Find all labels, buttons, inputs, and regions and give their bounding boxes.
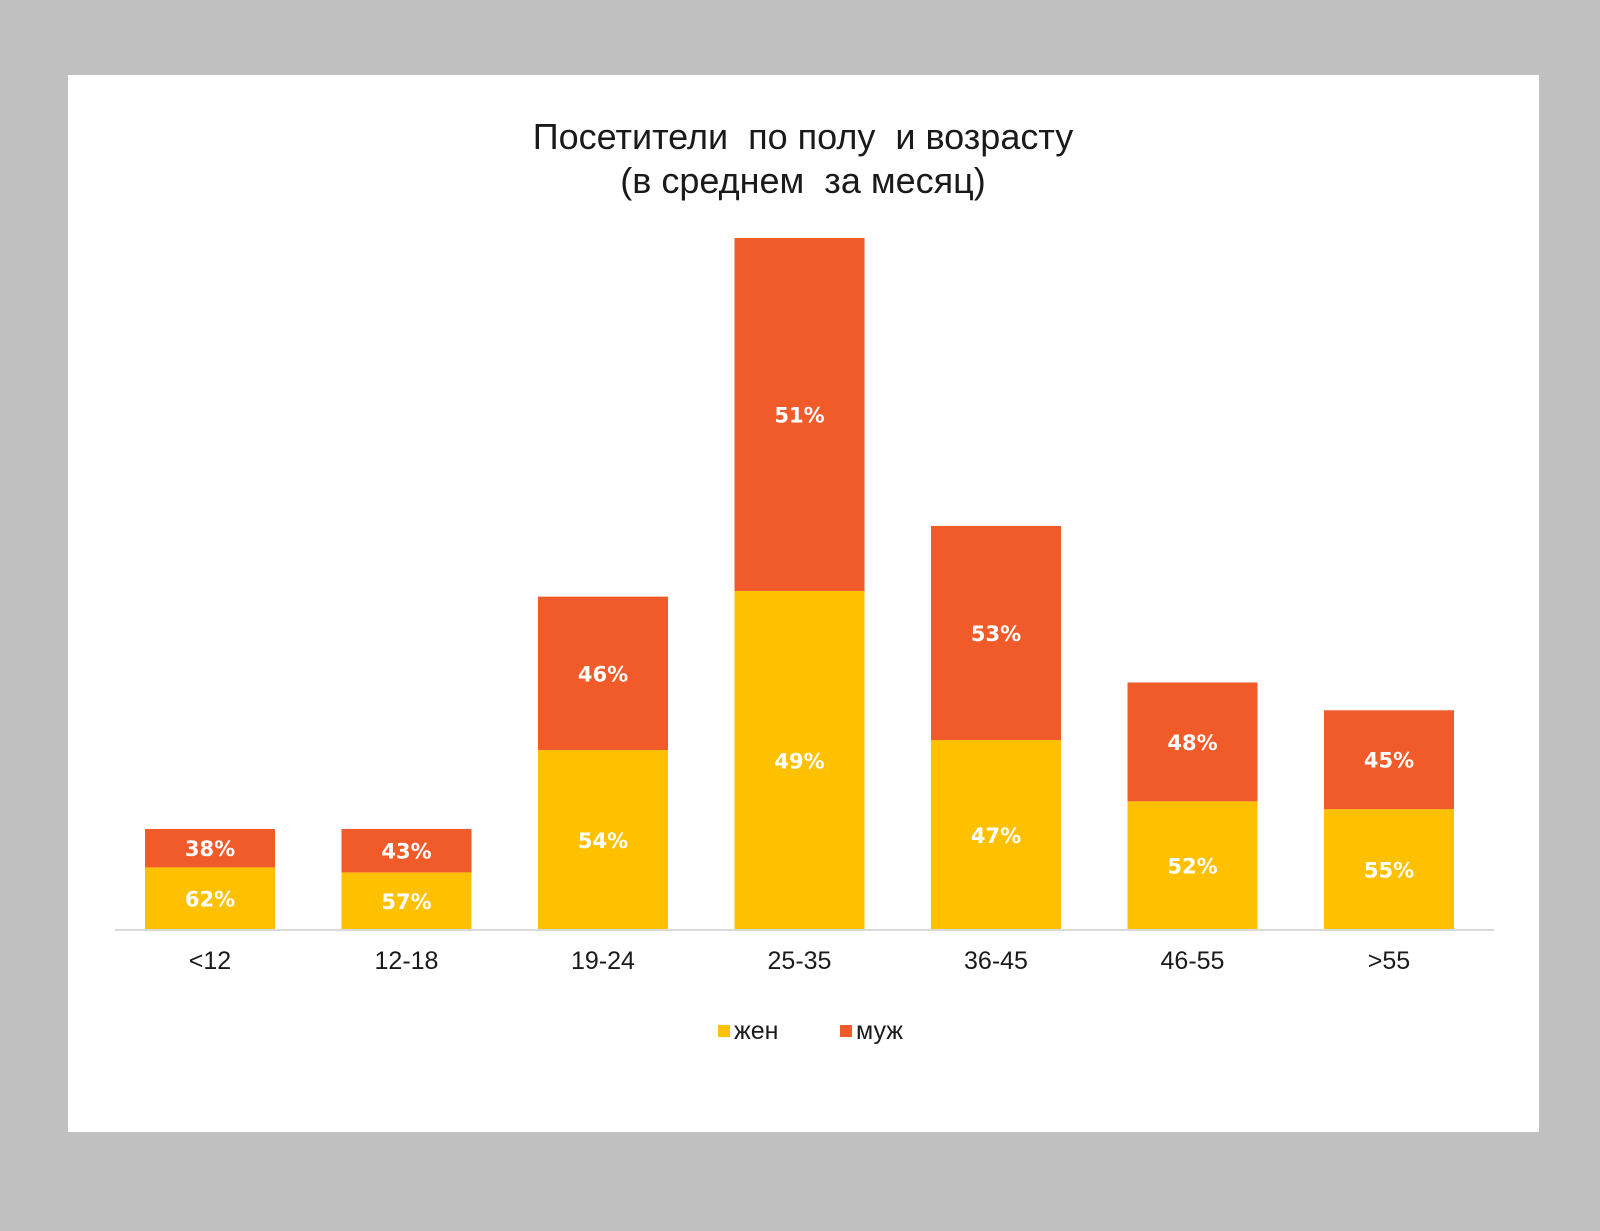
data-label-female-6: 55% (1364, 859, 1414, 883)
bar-female-2 (538, 749, 668, 930)
bars-group: 62% 38% 57% 43% 54% 46% 49% 51% 47% 53% 52% 48% 55% 4… (145, 238, 1454, 930)
bar-male-2 (538, 596, 668, 750)
bar-female-3 (734, 590, 865, 930)
legend-label-female: жен (734, 1017, 778, 1045)
bar-male-1 (341, 828, 472, 873)
data-label-female-4: 47% (971, 824, 1021, 848)
bar-female-0 (145, 867, 275, 930)
legend: жен муж (718, 1017, 903, 1045)
data-label-female-0: 62% (185, 888, 235, 912)
data-label-female-1: 57% (381, 890, 431, 914)
x-tick-label-5: 46-55 (1161, 947, 1225, 975)
data-label-male-4: 53% (971, 622, 1021, 646)
data-label-male-2: 46% (578, 662, 628, 686)
bar-female-5 (1127, 801, 1258, 930)
x-tick-label-6: >55 (1368, 947, 1410, 975)
bar-female-4 (931, 740, 1061, 930)
bar-male-5 (1127, 682, 1258, 802)
x-tick-label-1: 12-18 (375, 947, 439, 975)
bar-female-1 (341, 872, 472, 930)
data-label-female-3: 49% (774, 749, 824, 773)
chart-title-line-2: (в среднем за месяц) (620, 160, 985, 201)
data-label-male-3: 51% (774, 403, 824, 427)
data-label-male-6: 45% (1364, 749, 1414, 773)
bar-female-6 (1324, 809, 1454, 930)
chart-title-line-1: Посетители по полу и возрасту (533, 116, 1074, 157)
chart: Посетители по полу и возрасту (в среднем… (115, 116, 1494, 1045)
data-label-male-0: 38% (185, 837, 235, 861)
bar-male-3 (734, 238, 865, 591)
legend-label-male: муж (856, 1017, 903, 1045)
bar-male-0 (145, 828, 275, 868)
x-axis-ticks: <12 12-18 19-24 25-35 36-45 46-55 >55 (189, 947, 1410, 975)
data-label-male-1: 43% (381, 840, 431, 864)
chart-card: Посетители по полу и возрасту (в среднем… (68, 75, 1539, 1132)
x-tick-label-4: 36-45 (964, 947, 1028, 975)
bar-male-6 (1324, 710, 1454, 810)
x-tick-label-0: <12 (189, 947, 231, 975)
data-label-female-5: 52% (1167, 855, 1217, 879)
data-label-female-2: 54% (578, 829, 628, 853)
legend-swatch-female (718, 1025, 730, 1037)
data-label-male-5: 48% (1167, 731, 1217, 755)
x-tick-label-3: 25-35 (768, 947, 832, 975)
legend-swatch-male (840, 1025, 852, 1037)
bar-male-4 (931, 525, 1061, 741)
x-tick-label-2: 19-24 (571, 947, 635, 975)
